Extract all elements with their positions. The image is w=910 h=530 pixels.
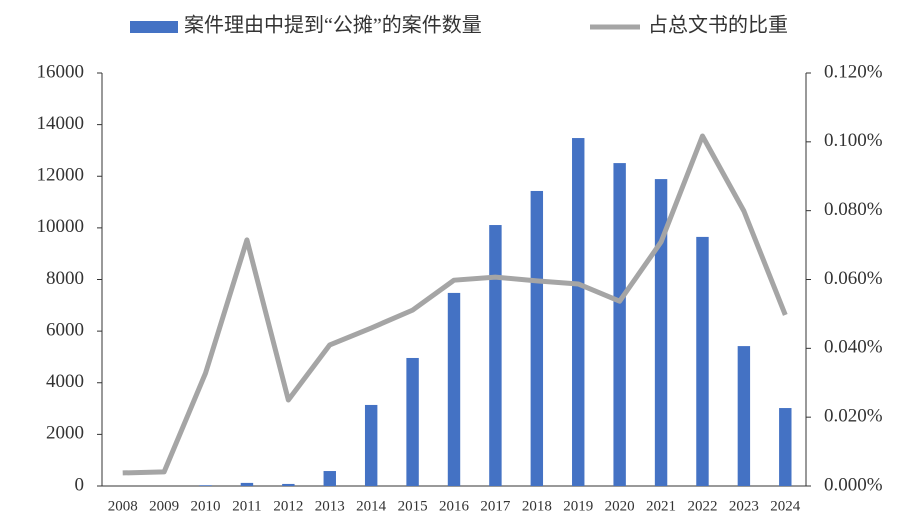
bar — [364, 404, 378, 486]
y2-tick-label: 0.040% — [824, 337, 883, 358]
y-tick-label: 4000 — [46, 371, 84, 392]
bar — [447, 292, 461, 486]
y-tick-label: 0 — [75, 474, 85, 495]
x-tick-label: 2019 — [563, 498, 593, 514]
line — [122, 133, 788, 476]
bar — [572, 138, 585, 487]
y2-tick-label: 0.080% — [824, 199, 883, 220]
bar — [282, 483, 295, 486]
bar — [779, 408, 792, 486]
x-tick-label: 2013 — [315, 498, 345, 514]
y2-tick-label: 0.120% — [824, 61, 883, 82]
bar — [613, 163, 626, 486]
bar — [530, 190, 544, 486]
y2-tick-label: 0.060% — [824, 268, 883, 289]
x-tick-label: 2015 — [398, 498, 428, 514]
bar — [654, 179, 668, 487]
x-tick-label: 2022 — [687, 498, 717, 514]
bar — [406, 357, 419, 486]
y2-tick-label: 0.020% — [824, 406, 883, 427]
x-tick-label: 2008 — [108, 498, 138, 514]
x-tick-label: 2011 — [232, 498, 261, 514]
x-tick-label: 2021 — [646, 498, 676, 514]
x-tick-label: 2018 — [522, 498, 552, 514]
x-tick-label: 2010 — [191, 498, 221, 514]
legend-swatch — [130, 21, 178, 33]
x-tick-label: 2014 — [356, 498, 387, 514]
bar — [737, 346, 751, 486]
y-tick-label: 2000 — [46, 423, 84, 444]
y2-tick-label: 0.000% — [824, 474, 883, 495]
x-tick-label: 2023 — [729, 498, 759, 514]
x-tick-label: 2012 — [273, 498, 303, 514]
x-tick-label: 2020 — [605, 498, 635, 514]
x-tick-label: 2009 — [149, 498, 179, 514]
legend-label: 案件理由中提到“公摊”的案件数量 — [184, 14, 482, 37]
y-tick-label: 16000 — [37, 61, 85, 82]
y-tick-label: 12000 — [37, 165, 85, 186]
bar — [323, 471, 336, 486]
y2-tick-label: 0.100% — [824, 130, 883, 151]
x-tick-label: 2016 — [439, 498, 470, 514]
x-tick-label: 2024 — [770, 498, 801, 514]
bar — [199, 485, 212, 486]
y-tick-label: 14000 — [37, 113, 85, 134]
bar — [696, 236, 709, 486]
x-tick-label: 2017 — [480, 498, 511, 514]
y-tick-label: 6000 — [46, 319, 84, 340]
y-tick-label: 10000 — [37, 216, 85, 237]
bar — [240, 482, 254, 486]
legend-label: 占总文书的比重 — [648, 14, 788, 37]
y-tick-label: 8000 — [46, 268, 84, 289]
bar — [489, 225, 502, 486]
